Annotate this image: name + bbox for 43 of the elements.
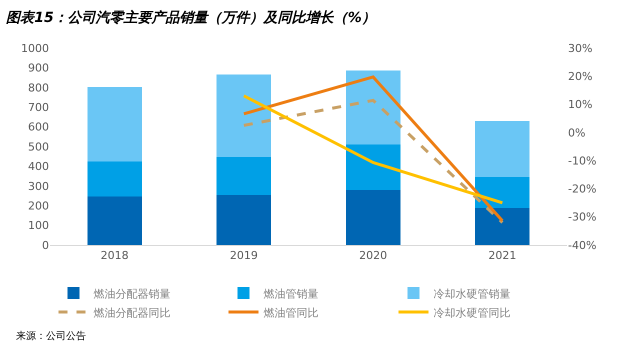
y-tick-label: 800 — [28, 81, 49, 94]
y-tick-label: 1000 — [21, 42, 49, 55]
y-tick-label: 0 — [42, 238, 49, 252]
y2-tick-label: -40% — [568, 238, 596, 252]
bar — [346, 190, 400, 245]
x-tick-label: 2018 — [100, 249, 129, 262]
bar — [346, 144, 400, 190]
bar — [475, 208, 530, 245]
legend-label: 冷却水硬管销量 — [434, 287, 510, 300]
bar — [216, 157, 272, 196]
y-tick-label: 400 — [28, 160, 49, 174]
y2-tick-label: 30% — [568, 42, 592, 55]
y2-tick-label: -10% — [568, 154, 596, 168]
y-tick-label: 300 — [28, 180, 49, 193]
legend-label: 燃油管销量 — [264, 287, 318, 300]
bar — [475, 177, 530, 208]
legend-label: 燃油分配器同比 — [94, 306, 170, 320]
bar — [216, 74, 272, 158]
legend-label: 燃油管同比 — [264, 306, 318, 320]
legend-label: 冷却水硬管同比 — [434, 306, 510, 320]
x-tick-label: 2020 — [359, 249, 388, 262]
y2-tick-label: 10% — [568, 98, 592, 112]
x-tick-label: 2019 — [230, 249, 258, 262]
y-tick-label: 200 — [28, 199, 49, 212]
y2-tick-label: 20% — [568, 70, 592, 83]
bar — [87, 196, 142, 245]
y-tick-label: 700 — [28, 100, 49, 114]
y2-tick-label: 0% — [568, 126, 586, 140]
x-tick-label: 2021 — [488, 249, 516, 262]
y2-tick-label: -30% — [568, 210, 596, 224]
chart-title: 图表15：公司汽零主要产品销量（万件）及同比增长（%） — [6, 8, 376, 26]
bar — [87, 161, 142, 196]
legend-label: 燃油分配器销量 — [94, 287, 170, 300]
bar — [216, 195, 272, 245]
bar — [346, 70, 400, 144]
y2-tick-label: -20% — [568, 182, 596, 196]
bar — [475, 121, 530, 178]
y-tick-label: 600 — [28, 120, 49, 134]
bar — [87, 87, 142, 162]
source-note: 来源：公司公告 — [16, 330, 86, 342]
y-tick-label: 900 — [28, 62, 49, 75]
y-tick-label: 500 — [28, 140, 49, 154]
y-tick-label: 100 — [28, 219, 49, 232]
